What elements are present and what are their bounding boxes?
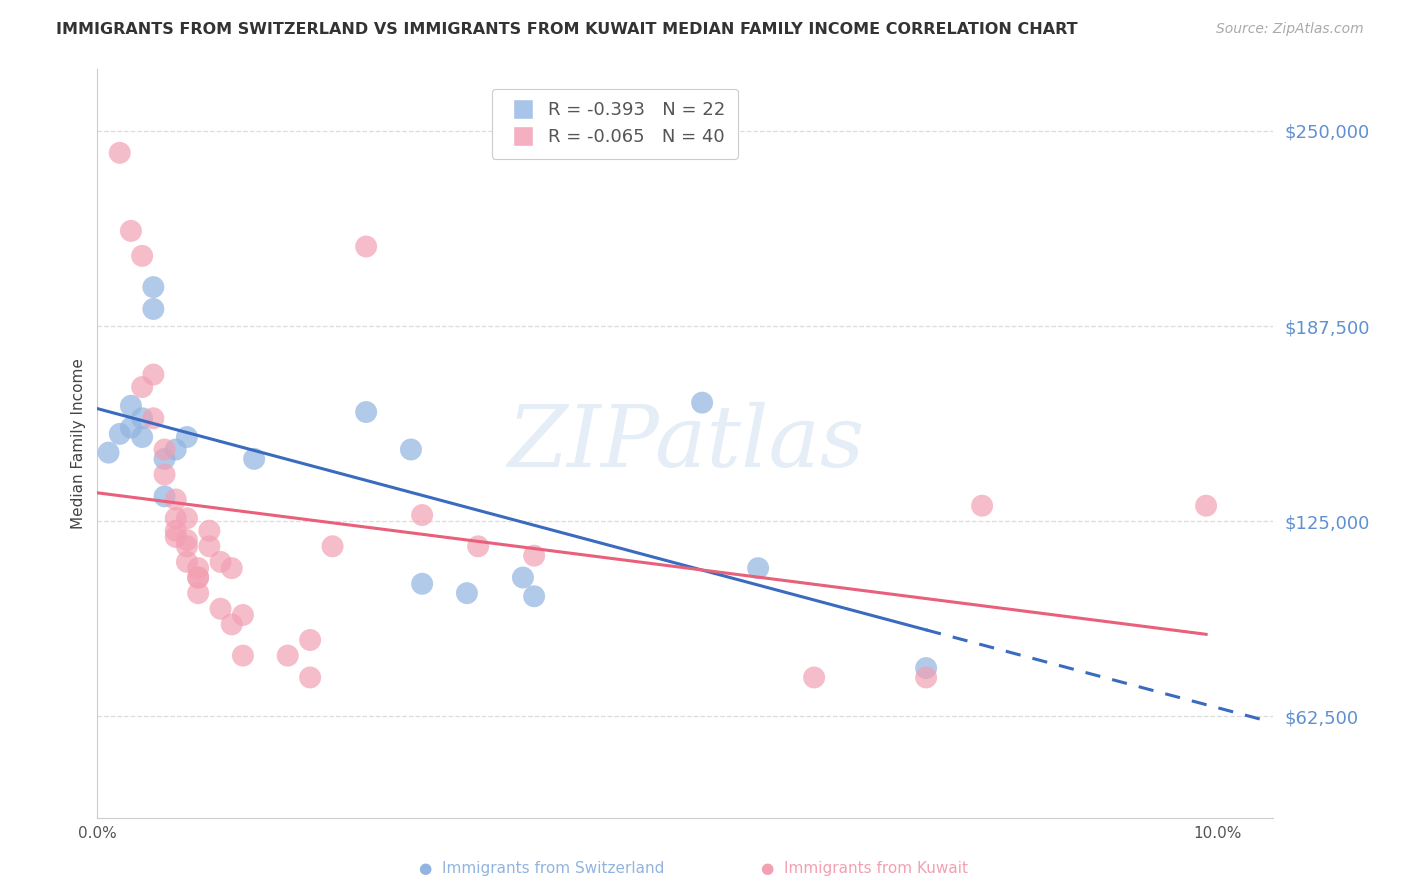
Point [411, 576, 433, 591]
Point [97, 445, 120, 459]
Point [142, 368, 165, 382]
Point [399, 442, 422, 457]
Text: ●  Immigrants from Switzerland: ● Immigrants from Switzerland [419, 861, 664, 876]
Point [198, 539, 221, 553]
Point [108, 145, 131, 160]
Point [354, 405, 377, 419]
Point [354, 239, 377, 253]
Point [690, 395, 713, 409]
Point [165, 511, 187, 525]
Point [209, 555, 232, 569]
Point [153, 489, 176, 503]
Point [322, 539, 344, 553]
Point [187, 586, 209, 600]
Point [187, 570, 209, 584]
Point [120, 420, 142, 434]
Text: IMMIGRANTS FROM SWITZERLAND VS IMMIGRANTS FROM KUWAIT MEDIAN FAMILY INCOME CORRE: IMMIGRANTS FROM SWITZERLAND VS IMMIGRANT… [56, 22, 1078, 37]
Point [803, 670, 825, 684]
Point [523, 589, 546, 603]
Point [232, 648, 254, 663]
Point [120, 399, 142, 413]
Text: ●  Immigrants from Kuwait: ● Immigrants from Kuwait [761, 861, 969, 876]
Point [131, 430, 153, 444]
Point [187, 570, 209, 584]
Text: Source: ZipAtlas.com: Source: ZipAtlas.com [1216, 22, 1364, 37]
Point [153, 467, 176, 482]
Point [411, 508, 433, 522]
Point [523, 549, 546, 563]
Point [198, 524, 221, 538]
Point [221, 617, 243, 632]
Point [747, 561, 769, 575]
Point [176, 511, 198, 525]
Point [209, 601, 232, 615]
Point [512, 570, 534, 584]
Point [972, 499, 994, 513]
Point [221, 561, 243, 575]
Point [120, 224, 142, 238]
Point [153, 442, 176, 457]
Point [176, 539, 198, 553]
Point [153, 451, 176, 466]
Point [467, 539, 489, 553]
Point [299, 632, 322, 647]
Point [165, 524, 187, 538]
Point [165, 442, 187, 457]
Point [176, 555, 198, 569]
Point [176, 533, 198, 547]
Point [277, 648, 299, 663]
Point [142, 280, 165, 294]
Y-axis label: Median Family Income: Median Family Income [72, 358, 86, 529]
Point [176, 430, 198, 444]
Point [165, 530, 187, 544]
Point [165, 492, 187, 507]
Point [456, 586, 478, 600]
Point [187, 561, 209, 575]
Point [131, 249, 153, 263]
Point [131, 380, 153, 394]
Point [299, 670, 322, 684]
Text: ZIPatlas: ZIPatlas [506, 402, 863, 484]
Point [142, 301, 165, 316]
Legend: R = -0.393   N = 22, R = -0.065   N = 40: R = -0.393 N = 22, R = -0.065 N = 40 [492, 89, 738, 159]
Point [915, 670, 938, 684]
Point [131, 411, 153, 425]
Point [142, 411, 165, 425]
Point [243, 451, 266, 466]
Point [108, 426, 131, 441]
Point [232, 607, 254, 622]
Point [1195, 499, 1218, 513]
Point [915, 661, 938, 675]
